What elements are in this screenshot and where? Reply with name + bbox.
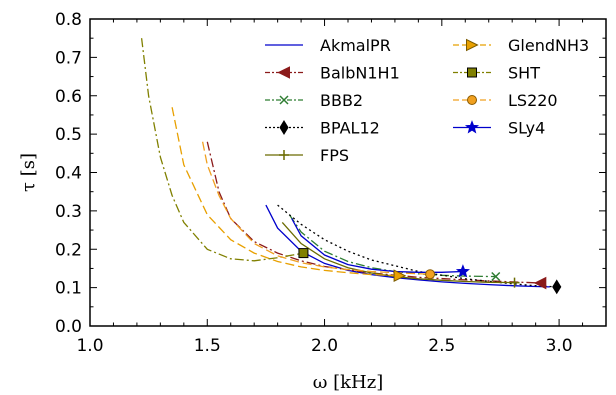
x-tick-label: 1.0 <box>76 336 103 356</box>
legend-item-glendnh3: GlendNH3 <box>453 36 589 55</box>
legend-label: BPAL12 <box>320 119 380 138</box>
y-axis-title: τ [s] <box>18 153 39 192</box>
legend-item-ls220: LS220 <box>453 91 558 110</box>
x-tick-label: 1.5 <box>194 336 221 356</box>
data-point-sht <box>299 249 308 258</box>
series-line-bbb2 <box>289 215 495 277</box>
legend-label: BalbN1H1 <box>320 64 400 83</box>
legend: AkmalPR BalbN1H1 BBB2 BPAL12 FPS GlendNH3 SHT L… <box>265 36 589 165</box>
legend-label: GlendNH3 <box>508 36 589 55</box>
legend-item-balbn1h1: BalbN1H1 <box>265 64 400 83</box>
legend-marker-ls220 <box>468 96 477 105</box>
y-tick-label: 0.2 <box>55 240 82 260</box>
ticks-layer: 1.0 1.5 2.0 2.5 3.0 0.0 0.1 0.2 0.3 0.4 0.5 0.6 0.7 0… <box>55 10 606 356</box>
series-line-balbn1h1 <box>207 142 540 283</box>
data-point-ls220 <box>426 270 435 279</box>
legend-marker-fps <box>279 150 289 160</box>
data-point-bpal12 <box>553 280 561 293</box>
x-axis-title: ω [kHz] <box>313 372 384 393</box>
y-tick-label: 0.8 <box>55 10 82 30</box>
legend-label: BBB2 <box>320 91 363 110</box>
legend-label: LS220 <box>508 91 558 110</box>
y-tick-label: 0.5 <box>55 125 82 145</box>
legend-item-sht: SHT <box>453 64 540 83</box>
y-tick-label: 0.7 <box>55 48 82 68</box>
legend-item-bbb2: BBB2 <box>265 91 363 110</box>
legend-marker-sly4 <box>466 122 477 133</box>
x-tick-label: 3.0 <box>546 336 573 356</box>
x-tick-label: 2.0 <box>311 336 338 356</box>
legend-marker-bbb2 <box>280 96 288 104</box>
x-tick-label: 2.5 <box>428 336 455 356</box>
legend-marker-glendnh3 <box>467 40 478 51</box>
legend-marker-sht <box>468 68 477 77</box>
legend-label: SHT <box>508 64 540 83</box>
series-line-bpal12 <box>278 205 557 287</box>
y-tick-label: 0.1 <box>55 279 82 299</box>
legend-label: AkmalPR <box>320 36 391 55</box>
series-line-akmalpr <box>266 205 550 287</box>
legend-item-bpal12: BPAL12 <box>265 119 380 138</box>
legend-marker-balbn1h1 <box>279 67 290 78</box>
legend-marker-bpal12 <box>280 121 288 134</box>
legend-label: FPS <box>320 146 349 165</box>
legend-item-akmalpr: AkmalPR <box>265 36 391 55</box>
legend-item-fps: FPS <box>265 146 349 165</box>
y-tick-label: 0.6 <box>55 87 82 107</box>
series-line-ls220 <box>203 142 431 274</box>
y-tick-label: 0.4 <box>55 164 82 184</box>
y-tick-label: 0.0 <box>55 317 82 337</box>
legend-item-sly4: SLy4 <box>453 119 545 138</box>
data-point-sly4 <box>457 266 468 277</box>
series-line-sht <box>142 38 304 261</box>
legend-label: SLy4 <box>508 119 545 138</box>
y-tick-label: 0.3 <box>55 202 82 222</box>
